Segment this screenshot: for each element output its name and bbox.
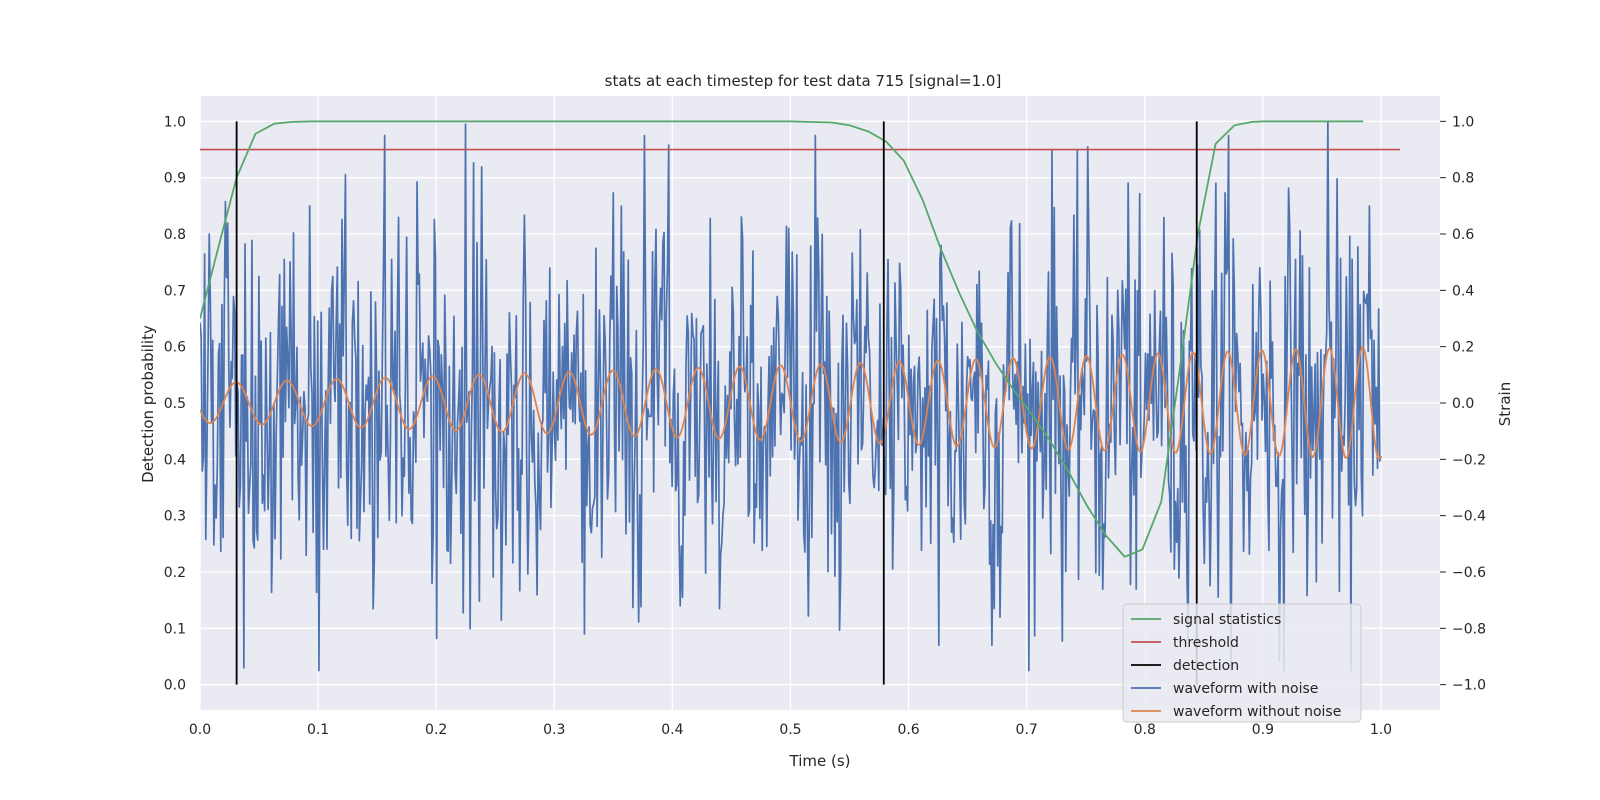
y-tick-label: 0.1 — [164, 621, 186, 637]
x-tick-label: 0.9 — [1252, 722, 1274, 738]
right-y-tick-label: 0.0 — [1452, 396, 1474, 412]
y-tick-label: 0.4 — [164, 452, 186, 468]
right-y-tick-label: 0.4 — [1452, 283, 1474, 299]
x-tick-label: 0.4 — [661, 722, 683, 738]
series-signal-statistics — [200, 120, 1364, 558]
y-tick-label: 0.3 — [164, 509, 186, 525]
x-tick-label: 0.1 — [307, 722, 329, 738]
legend-label: detection — [1173, 658, 1239, 674]
x-tick-label: 1.0 — [1370, 722, 1392, 738]
x-tick-label: 0.3 — [543, 722, 565, 738]
y-tick-label: 0.8 — [164, 227, 186, 243]
y-tick-label: 1.0 — [164, 114, 186, 130]
x-tick-label: 0.2 — [425, 722, 447, 738]
x-axis-ticks: 0.0 0.1 0.2 0.3 0.4 0.5 0.6 0.7 0.8 0.9 1.0 — [189, 722, 1392, 738]
legend-label: waveform with noise — [1173, 681, 1318, 697]
right-y-tick-label: −1.0 — [1452, 678, 1486, 694]
y-axis-ticks: 0.0 0.1 0.2 0.3 0.4 0.5 0.6 0.7 0.8 0.9 1.0 — [164, 114, 186, 693]
y-tick-label: 0.9 — [164, 171, 186, 187]
right-y-tick-label: −0.8 — [1452, 621, 1486, 637]
right-y-tick-label: 1.0 — [1452, 114, 1474, 130]
chart-title: stats at each timestep for test data 715… — [605, 72, 1002, 90]
right-y-axis-label: Strain — [1496, 382, 1514, 426]
y-tick-label: 0.6 — [164, 340, 186, 356]
series-waveform-without-noise — [200, 345, 1382, 461]
legend: signal statistics threshold detection wavef… — [1122, 603, 1362, 723]
legend-label: signal statistics — [1173, 612, 1281, 628]
x-tick-label: 0.6 — [897, 722, 919, 738]
x-axis-label: Time (s) — [789, 752, 851, 770]
right-y-tick-label: 0.2 — [1452, 340, 1474, 356]
legend-label: threshold — [1173, 635, 1239, 651]
right-y-axis-ticks: −1.0 −0.8 −0.6 −0.4 −0.2 0.0 0.2 0.4 0.6 0.8 1.0 — [1440, 114, 1486, 694]
y-tick-label: 0.2 — [164, 565, 186, 581]
legend-box — [1122, 603, 1362, 723]
y-tick-label: 0.7 — [164, 283, 186, 299]
legend-label: waveform without noise — [1173, 704, 1341, 720]
right-y-tick-label: 0.8 — [1452, 171, 1474, 187]
series-waveform-with-noise — [200, 120, 1382, 672]
x-tick-label: 0.5 — [779, 722, 801, 738]
right-y-tick-label: 0.6 — [1452, 227, 1474, 243]
y-tick-label: 0.5 — [164, 396, 186, 412]
y-tick-label: 0.0 — [164, 678, 186, 694]
right-y-tick-label: −0.6 — [1452, 565, 1486, 581]
right-y-tick-label: −0.4 — [1452, 509, 1486, 525]
x-tick-label: 0.7 — [1016, 722, 1038, 738]
y-axis-label: Detection probability — [139, 325, 157, 483]
right-y-tick-label: −0.2 — [1452, 452, 1486, 468]
x-tick-label: 0.0 — [189, 722, 211, 738]
x-tick-label: 0.8 — [1134, 722, 1156, 738]
